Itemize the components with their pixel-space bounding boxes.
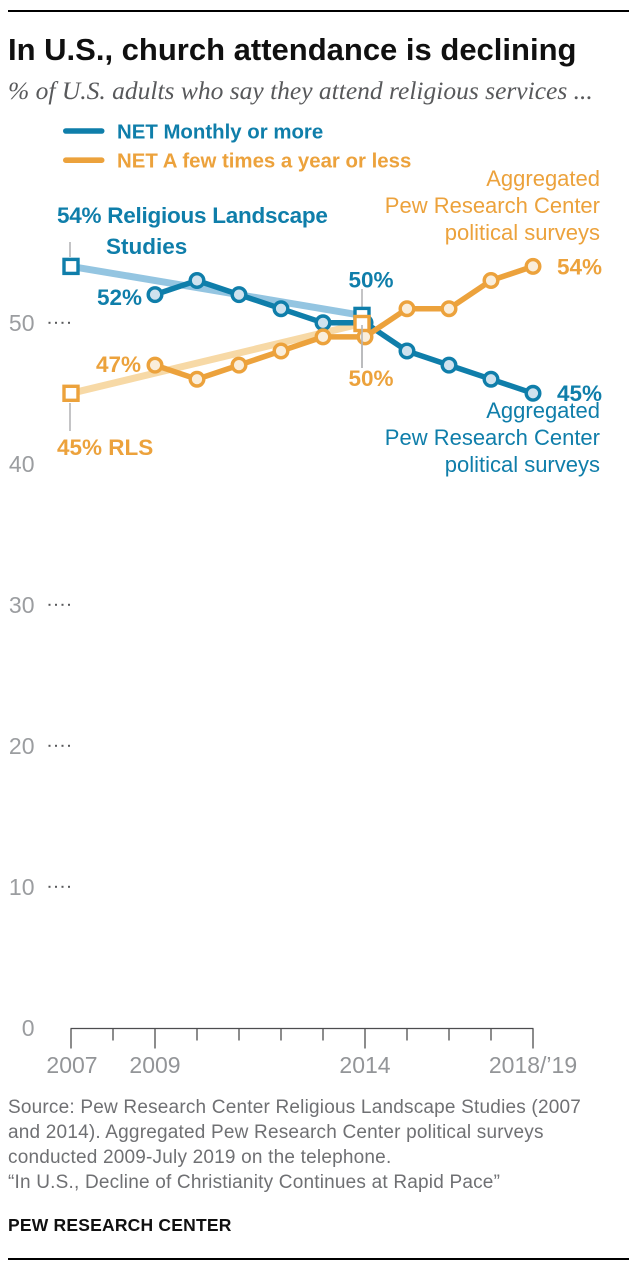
svg-text:PEW RESEARCH CENTER: PEW RESEARCH CENTER (8, 1215, 232, 1235)
svg-text:Aggregated: Aggregated (486, 166, 600, 191)
svg-text:political surveys: political surveys (445, 220, 600, 245)
svg-text:Pew Research Center: Pew Research Center (385, 425, 600, 450)
svg-text:Source: Pew Research Center Re: Source: Pew Research Center Religious La… (8, 1097, 581, 1118)
svg-text:0: 0 (22, 1015, 35, 1041)
svg-text:2018/’19: 2018/’19 (489, 1052, 577, 1078)
svg-text:52%: 52% (97, 285, 142, 310)
svg-text:47%: 47% (96, 352, 141, 377)
svg-text:NET Monthly or more: NET Monthly or more (117, 121, 323, 143)
svg-text:54% Religious Landscape: 54% Religious Landscape (57, 203, 328, 228)
svg-text:50: 50 (9, 310, 35, 336)
svg-text:30: 30 (9, 592, 35, 618)
svg-text:and 2014). Aggregated Pew Rese: and 2014). Aggregated Pew Research Cente… (8, 1122, 544, 1143)
svg-text:45%: 45% (557, 381, 602, 406)
svg-text:20: 20 (9, 733, 35, 759)
svg-text:conducted 2009-July 2019 on th: conducted 2009-July 2019 on the telephon… (8, 1147, 391, 1168)
svg-text:2009: 2009 (129, 1052, 180, 1078)
svg-text:In U.S., church attendance is: In U.S., church attendance is declining (8, 32, 576, 67)
svg-text:50%: 50% (348, 268, 393, 293)
svg-text:% of U.S. adults who say they: % of U.S. adults who say they attend rel… (8, 76, 593, 105)
svg-text:54%: 54% (557, 255, 602, 280)
svg-text:10: 10 (9, 874, 35, 900)
svg-text:2007: 2007 (46, 1052, 97, 1078)
svg-text:45% RLS: 45% RLS (57, 435, 153, 460)
svg-text:Aggregated: Aggregated (486, 398, 600, 423)
svg-text:2014: 2014 (339, 1052, 390, 1078)
svg-text:NET A few times a year or less: NET A few times a year or less (117, 151, 411, 173)
svg-text:“In U.S., Decline of Christian: “In U.S., Decline of Christianity Contin… (8, 1172, 500, 1193)
svg-text:Studies: Studies (106, 234, 187, 259)
svg-text:Pew Research Center: Pew Research Center (385, 193, 600, 218)
svg-text:50%: 50% (348, 366, 393, 391)
svg-text:40: 40 (9, 451, 35, 477)
svg-text:political surveys: political surveys (445, 452, 600, 477)
